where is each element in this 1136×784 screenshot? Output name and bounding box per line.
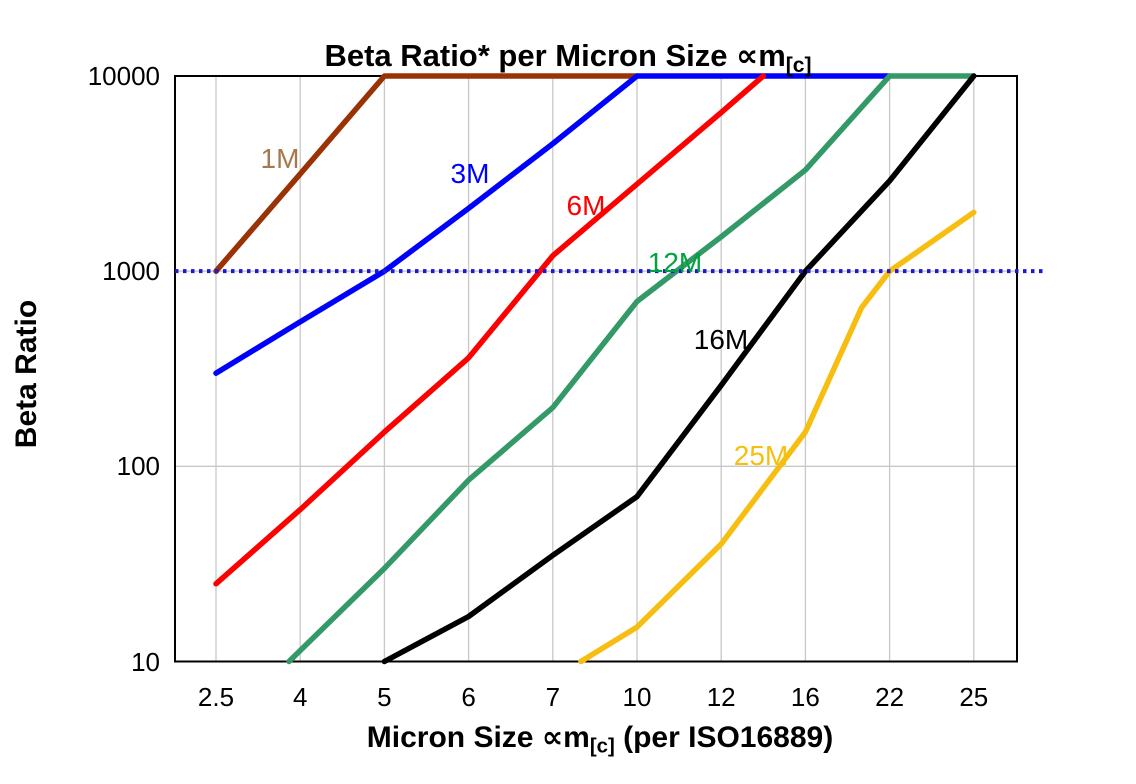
- series-label-12M: 12M: [647, 247, 703, 278]
- y-tick-label-1000: 1000: [102, 256, 160, 287]
- x-tick-label-2.5: 2.5: [197, 682, 235, 712]
- series-label-6M: 6M: [566, 190, 606, 221]
- x-tick-label-16: 16: [790, 682, 820, 712]
- x-tick-label-22: 22: [875, 682, 905, 712]
- series-line-6M: [213, 73, 767, 587]
- x-axis-title-main: Micron Size ∝m: [366, 721, 590, 754]
- x-tick-label-5: 5: [377, 682, 392, 712]
- x-tick-label-25: 25: [959, 682, 989, 712]
- series-label-3M: 3M: [450, 158, 490, 189]
- x-tick-label-12: 12: [706, 682, 736, 712]
- x-tick-label-4: 4: [292, 682, 308, 712]
- chart-title-main: Beta Ratio* per Micron Size ∝m: [324, 38, 786, 73]
- series-line-12M: [286, 73, 977, 665]
- y-tick-label-10000: 10000: [87, 61, 160, 91]
- series-line-1M: [213, 73, 640, 274]
- chart-title-subscript: [c]: [785, 53, 812, 77]
- y-axis-title: Beta Ratio: [10, 299, 43, 449]
- series-line-16M: [381, 73, 977, 665]
- x-tick-label-7: 7: [545, 682, 561, 712]
- series-line-25M: [578, 209, 977, 665]
- chart-title: Beta Ratio* per Micron Size ∝m[c]: [0, 38, 1136, 78]
- series-label-25M: 25M: [733, 440, 789, 471]
- x-axis-title: Micron Size ∝m[c] (per ISO16889): [110, 720, 1090, 759]
- series-line-3M: [213, 73, 893, 376]
- x-tick-label-6: 6: [461, 682, 476, 712]
- x-axis-title-tail: (per ISO16889): [614, 721, 834, 754]
- x-tick-label-10: 10: [622, 682, 652, 712]
- plot-border: [174, 75, 1018, 663]
- y-tick-label-100: 100: [116, 451, 160, 482]
- x-axis-title-subscript: [c]: [589, 735, 615, 758]
- y-tick-label-10: 10: [131, 646, 160, 677]
- series-label-16M: 16M: [693, 324, 749, 355]
- series-label-1M: 1M: [260, 143, 300, 174]
